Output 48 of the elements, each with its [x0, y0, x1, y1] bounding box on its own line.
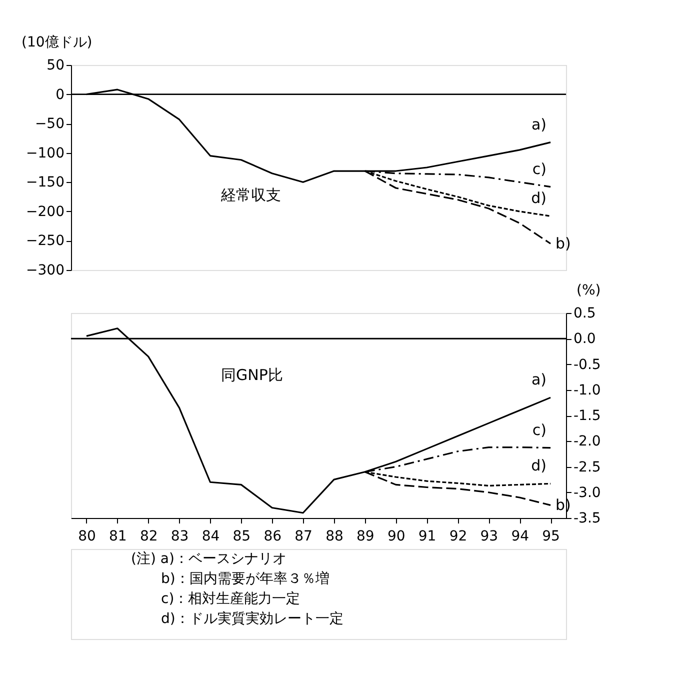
series-label: d): [531, 456, 547, 475]
text: d)：ドル実質実効レート一定: [161, 611, 344, 627]
series-label: a): [531, 370, 547, 389]
y-tick-label: 50: [46, 58, 64, 74]
series-label: c): [532, 420, 547, 439]
y-tick-label: 0: [56, 86, 64, 103]
x-tick-label: 85: [232, 528, 251, 544]
y2-tick-label: -3.5: [574, 510, 601, 526]
x-tick-label: 84: [202, 528, 220, 544]
y-tick-label: −50: [34, 116, 64, 132]
text: c)：相対生産能力一定: [161, 591, 300, 607]
y-tick-label: −150: [26, 174, 64, 191]
x-tick-label: 91: [418, 528, 436, 544]
x-tick-label: 93: [480, 528, 498, 544]
x-tick-label: 87: [294, 528, 312, 544]
x-tick-label: 80: [78, 528, 96, 544]
x-tick-label: 89: [356, 528, 374, 544]
y-tick-label: −100: [26, 145, 64, 162]
y-tick-label: −300: [26, 262, 64, 278]
series-label: c): [532, 160, 547, 178]
x-tick-label: 83: [170, 528, 189, 544]
y2-tick-label: -1.0: [574, 382, 601, 398]
series-label: d): [531, 189, 547, 208]
x-tick-label: 94: [511, 528, 530, 544]
y2-tick-label: -3.0: [574, 484, 601, 501]
y2-axis-title: (%): [576, 282, 601, 298]
annotation: 経常収支: [220, 186, 281, 204]
y2-tick-label: -1.5: [574, 408, 601, 424]
x-tick-label: 86: [264, 528, 282, 544]
text: b)：国内需要が年率３％増: [161, 570, 330, 587]
x-tick-label: 92: [449, 528, 468, 544]
y2-tick-label: 0.0: [574, 331, 596, 348]
y2-tick-label: -0.5: [574, 356, 601, 373]
y2-tick-label: -2.5: [574, 459, 601, 476]
series-label: b): [556, 234, 571, 253]
x-tick-label: 88: [326, 528, 344, 544]
y2-tick-label: 0.5: [574, 306, 596, 322]
x-tick-label: 81: [108, 528, 127, 544]
y-axis-title: (10億ドル): [22, 34, 92, 50]
x-tick-label: 90: [387, 528, 406, 544]
y-tick-label: −250: [26, 233, 64, 250]
x-tick-label: 95: [542, 528, 560, 544]
y-tick-label: −200: [26, 204, 64, 220]
y2-tick-label: -2.0: [574, 434, 601, 450]
series-label: a): [531, 115, 547, 134]
x-tick-label: 82: [140, 528, 158, 544]
annotation: 同GNP比: [221, 366, 283, 384]
text: (注) a)：ベースシナリオ: [131, 551, 286, 567]
